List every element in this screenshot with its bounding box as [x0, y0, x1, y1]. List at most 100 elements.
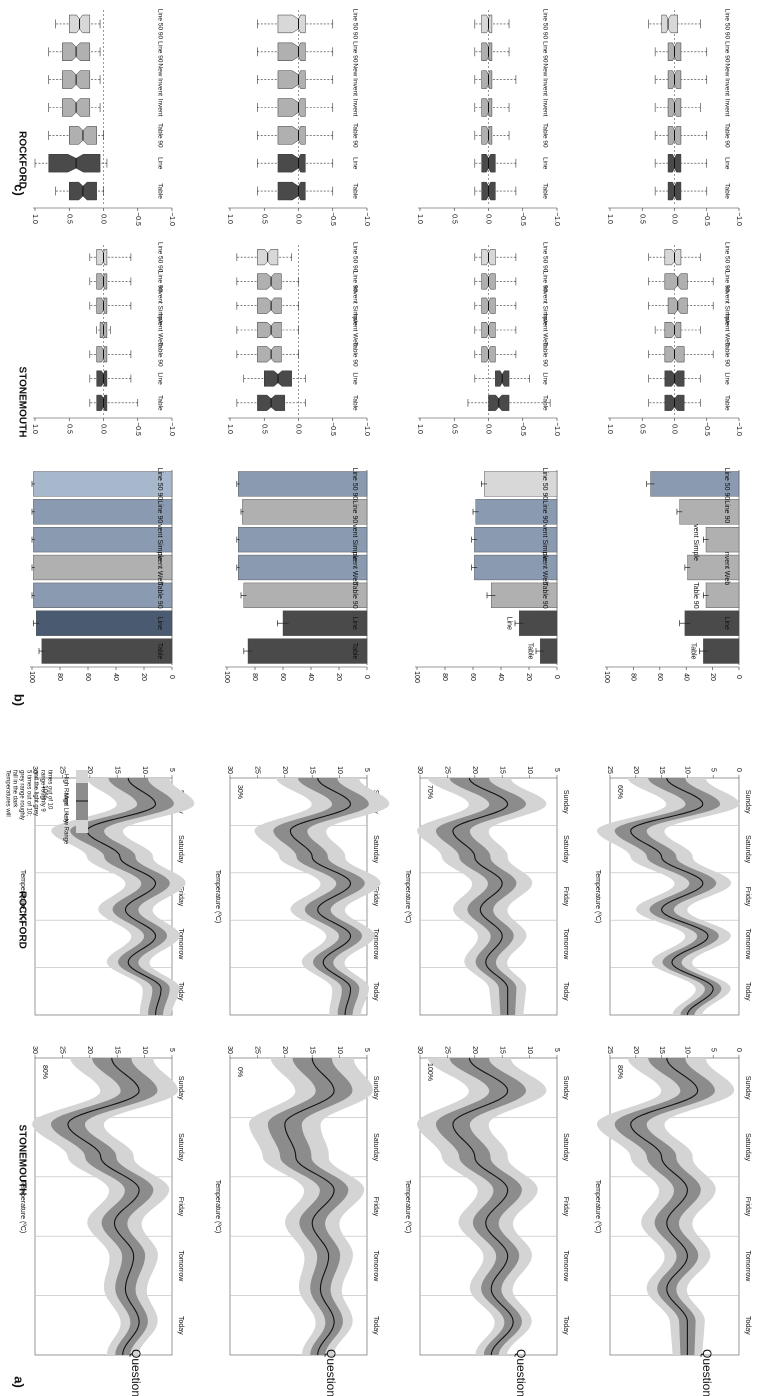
box — [277, 70, 306, 89]
temp-tick-label: 20 — [471, 766, 478, 774]
temp-tick-label: 20 — [632, 1046, 639, 1054]
box-category-label: Table — [541, 395, 548, 411]
town-header-rockford: ROCKFORD — [16, 891, 27, 949]
day-label: Sunday — [562, 1076, 569, 1100]
box-tick-label: −0.5 — [329, 212, 336, 226]
box-tick-label: 0.5 — [638, 424, 645, 434]
box-category-label: Table 90 — [156, 123, 163, 148]
band-likely — [267, 1058, 353, 1355]
day-label: Friday — [562, 1197, 569, 1217]
bar — [33, 582, 173, 608]
day-label: Tomorrow — [562, 1251, 569, 1283]
precip-pct: 80% — [41, 1065, 48, 1079]
bar — [475, 499, 558, 525]
day-label: Tomorrow — [372, 1251, 379, 1283]
bar-tick-label: 80 — [56, 673, 63, 681]
box-category-label: Table — [351, 183, 358, 199]
band-likely — [435, 1058, 527, 1355]
box-tick-label: 1.0 — [416, 214, 423, 224]
bar-label: Invent Web — [351, 550, 358, 585]
box-category-label: Line 50 90 — [541, 9, 548, 40]
labels: a) b) c) STONEMOUTH ROCKFORD STONEMOUTH ROCKFO… — [4, 131, 713, 1396]
temp-tick-label: 25 — [254, 1046, 261, 1054]
day-label: Friday — [177, 887, 184, 907]
box — [277, 126, 306, 145]
box-category-label: Line 90 — [541, 41, 548, 63]
bar — [491, 582, 558, 608]
day-label: Saturday — [744, 1133, 751, 1162]
box — [96, 346, 108, 363]
box-category-label: Invent Web — [541, 314, 548, 347]
temp-tick-label: 30 — [226, 1046, 233, 1054]
bar-label: Invent Simple — [351, 518, 358, 561]
bar-label: Table — [156, 643, 163, 660]
bar-tick-label: 20 — [525, 673, 532, 681]
bar-tick-label: 60 — [84, 673, 91, 681]
day-label: Saturday — [744, 835, 751, 864]
bar-tick-label: 80 — [441, 673, 448, 681]
legend-high: High Range — [62, 774, 68, 806]
box-category-label: Invent Web — [723, 314, 730, 347]
precip-pct: 10% — [41, 785, 48, 799]
question-label-2: Question 2 — [324, 1349, 338, 1396]
temp-tick-label: 10 — [141, 766, 148, 774]
box-tick-label: 1.0 — [226, 424, 233, 434]
temp-tick-label: 10 — [336, 766, 343, 774]
temp-tick-label: 25 — [254, 766, 261, 774]
temp-tick-label: 15 — [308, 1046, 315, 1054]
box-category-label: Line 90 — [156, 41, 163, 63]
box-category-label: New Invent — [541, 63, 548, 96]
box-category-label: Line 50 90 — [156, 242, 163, 273]
box — [664, 321, 682, 339]
box-category-label: New Invent — [351, 63, 358, 96]
bar-tick-label: 40 — [497, 673, 504, 681]
temp-tick-label: 30 — [416, 766, 423, 774]
forecast-chart-stonemouth-q3: Today Tomorrow Friday Saturday Sunday 5 10 15 20… — [404, 1046, 569, 1356]
day-label: Friday — [372, 1197, 379, 1217]
box-tick-label: −1.0 — [553, 212, 560, 226]
bar-tick-label: 80 — [630, 673, 637, 681]
day-label: Friday — [372, 887, 379, 907]
box-tick-label: 0.5 — [450, 214, 457, 224]
median-line — [630, 777, 714, 1016]
temp-tick-label: 15 — [113, 766, 120, 774]
temp-axis-label: Temperature (ºC) — [214, 1180, 221, 1234]
day-label: Tomorrow — [372, 929, 379, 961]
bar — [237, 471, 368, 497]
day-label: Tomorrow — [744, 1251, 751, 1283]
box-tick-label: 0.0 — [100, 424, 107, 434]
box-category-label: Table — [541, 183, 548, 199]
box-tick-label: 0.5 — [65, 214, 72, 224]
temp-tick-label: 25 — [606, 1046, 613, 1054]
bar-tick-label: 0 — [168, 675, 175, 679]
day-label: Today — [372, 982, 379, 1001]
bar-label: Table 90 — [156, 582, 163, 609]
box-category-label: Line — [541, 157, 548, 170]
day-label: Friday — [744, 887, 751, 907]
temp-tick-label: 10 — [684, 766, 691, 774]
box-category-label: Line — [156, 157, 163, 170]
bar-label: Invent Web — [156, 550, 163, 585]
forecast-chart-rockford-q3: Today Tomorrow Friday Saturday Sunday 5 10 15 20… — [404, 766, 569, 1016]
bar — [33, 554, 173, 581]
bar-label: Line 90 — [156, 500, 163, 523]
bar — [243, 582, 368, 608]
forecast-chart-rockford-q2: TodayTomorrowFridaySaturdaySunday5101520… — [214, 766, 390, 1016]
bar-tick-label: 0 — [553, 675, 560, 679]
bar-tick-label: 60 — [469, 673, 476, 681]
box — [277, 154, 306, 173]
band-likely — [70, 778, 174, 1015]
bar — [705, 582, 740, 608]
band-likely — [50, 1058, 158, 1355]
temp-tick-label: 25 — [606, 766, 613, 774]
box — [481, 70, 493, 89]
box — [257, 321, 282, 339]
bar-label: Invent Simple — [541, 518, 548, 561]
temp-tick-label: 20 — [281, 1046, 288, 1054]
box — [481, 42, 493, 61]
box — [277, 181, 306, 201]
box — [48, 154, 101, 173]
